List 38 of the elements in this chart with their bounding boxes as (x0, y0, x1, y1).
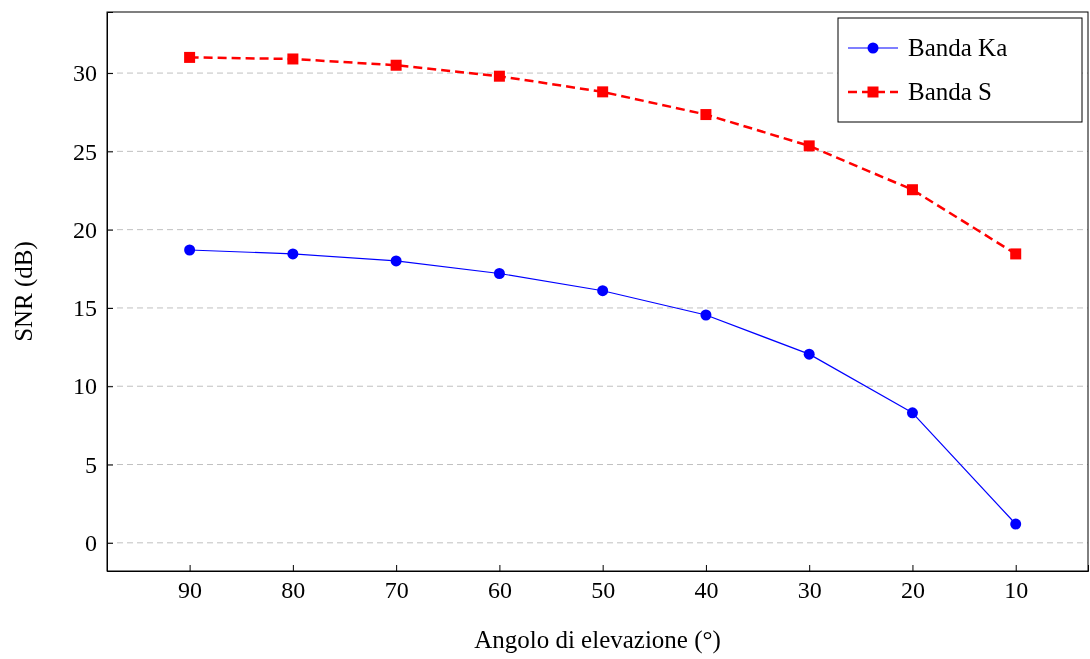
point (287, 248, 299, 260)
x-tick-label: 20 (900, 577, 925, 604)
y-tick-label: 20 (73, 216, 97, 243)
point (803, 140, 815, 152)
point (700, 109, 712, 121)
legend-label: Banda S (908, 78, 993, 105)
x-tick-label: 70 (384, 577, 409, 604)
point (700, 309, 712, 321)
x-tick-label: 50 (591, 577, 616, 604)
point (493, 267, 505, 279)
point (906, 407, 918, 419)
point (803, 348, 815, 360)
x-tick-label: 10 (1004, 577, 1029, 604)
point (597, 86, 609, 98)
point (390, 255, 402, 267)
point (1010, 248, 1022, 260)
y-tick-label: 10 (73, 373, 97, 400)
y-tick-label: 0 (85, 530, 97, 556)
point (390, 59, 402, 71)
y-axis-title: SNR (dB) (10, 241, 38, 342)
y-tick-label: 5 (85, 451, 97, 478)
point (1010, 518, 1022, 530)
x-tick-label: 80 (281, 577, 306, 604)
point (184, 51, 196, 63)
y-tick-label: 25 (73, 138, 97, 165)
point (597, 285, 609, 297)
point (184, 244, 196, 256)
point (287, 53, 299, 65)
legend-label: Banda Ka (908, 34, 1008, 61)
point (906, 184, 918, 196)
y-tick-label: 15 (73, 295, 97, 322)
x-axis-title: Angolo di elevazione (°) (474, 626, 721, 654)
x-tick-label: 40 (694, 577, 719, 604)
y-tick-label: 30 (73, 60, 97, 87)
x-tick-label: 90 (178, 577, 203, 604)
point (493, 70, 505, 82)
x-tick-label: 30 (797, 577, 822, 604)
x-tick-label: 60 (487, 577, 512, 604)
